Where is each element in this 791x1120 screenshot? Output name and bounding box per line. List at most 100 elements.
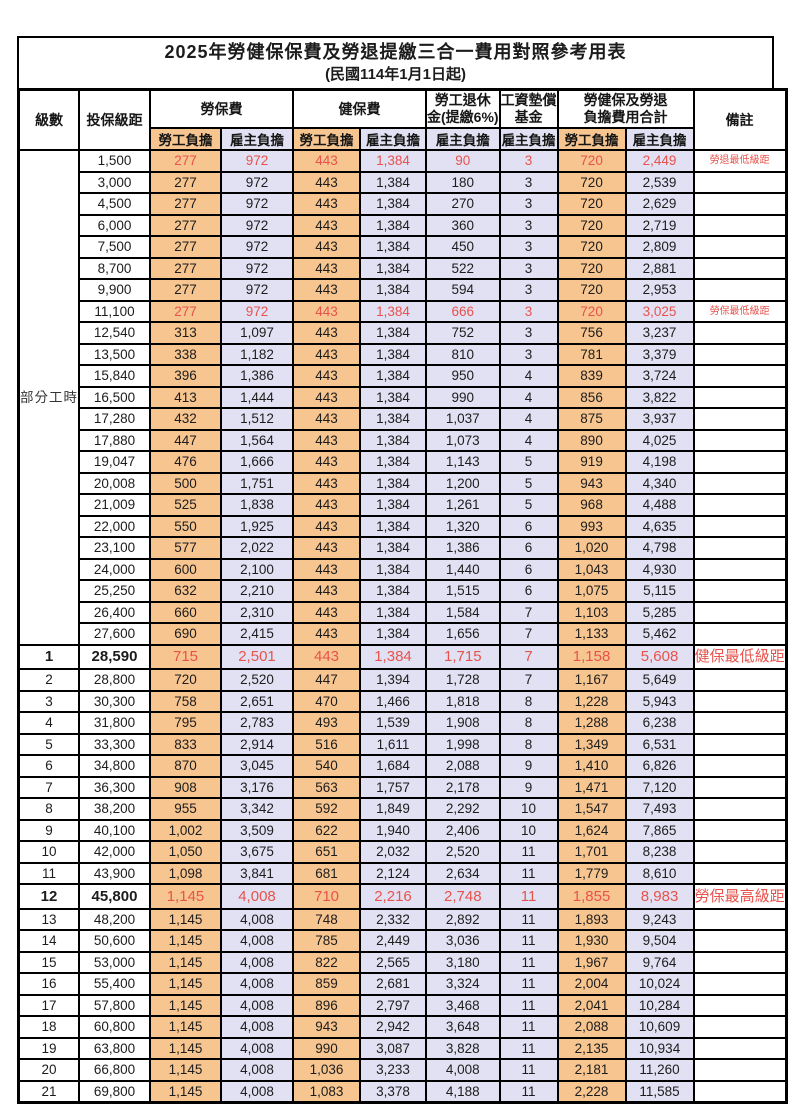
cell-salary-bracket: 9,900 <box>78 278 151 302</box>
table-row: 20,008 500 1,751 443 1,384 1,200 5 943 4,340 <box>19 471 788 495</box>
cell-health-employer: 1,384 <box>359 299 427 323</box>
cell-labor-employer: 1,444 <box>220 385 294 409</box>
table-row: 23,100 577 2,022 443 1,384 1,386 6 1,020 4,798 <box>19 536 788 560</box>
cell-labor-employee: 1,145 <box>149 972 222 996</box>
cell-remark <box>692 1015 788 1039</box>
cell-salary-bracket: 38,200 <box>78 797 151 821</box>
cell-health-employee: 443 <box>292 600 361 624</box>
cell-labor-employee: 1,145 <box>149 929 222 953</box>
table-row: 18 60,800 1,145 4,008 943 2,942 3,648 11 2,088 10… <box>17 1015 788 1039</box>
cell-total-employee: 1,020 <box>556 536 627 560</box>
cell-wage-fund-employer: 6 <box>498 557 559 581</box>
cell-labor-employer: 3,509 <box>220 818 294 842</box>
table-row: 16,500 413 1,444 443 1,384 990 4 856 3,822 <box>19 385 788 409</box>
cell-labor-employee: 1,145 <box>149 950 222 974</box>
subheader-pension-employer-burden: 雇主負擔 <box>425 127 501 151</box>
cell-wage-fund-employer: 11 <box>498 1058 559 1082</box>
cell-labor-employee: 525 <box>149 493 222 517</box>
cell-remark <box>692 668 788 692</box>
cell-total-employer: 4,025 <box>624 428 695 452</box>
cell-remark <box>692 342 788 366</box>
cell-health-employer: 2,942 <box>359 1015 427 1039</box>
cell-health-employer: 3,378 <box>359 1079 427 1104</box>
cell-remark <box>692 321 788 345</box>
cell-total-employer: 8,983 <box>624 883 695 910</box>
cell-total-employee: 2,181 <box>556 1058 627 1082</box>
cell-labor-employer: 2,310 <box>220 600 294 624</box>
cell-level: 21 <box>17 1079 80 1104</box>
cell-health-employee: 493 <box>292 711 361 735</box>
cell-health-employer: 1,384 <box>359 321 427 345</box>
table-row: 17,280 432 1,512 443 1,384 1,037 4 875 3,937 <box>19 407 788 431</box>
cell-labor-employee: 500 <box>149 471 222 495</box>
cell-pension-employer: 2,406 <box>425 818 501 842</box>
table-row: 11 43,900 1,098 3,841 681 2,124 2,634 11 1,779 8,… <box>17 861 788 885</box>
cell-wage-fund-employer: 11 <box>498 972 559 996</box>
cell-labor-employee: 870 <box>149 754 222 778</box>
cell-health-employee: 710 <box>292 883 361 910</box>
cell-remark <box>692 514 788 538</box>
cell-pension-employer: 810 <box>425 342 501 366</box>
cell-level: 11 <box>17 861 80 885</box>
cell-total-employee: 2,088 <box>556 1015 627 1039</box>
table-row: 3 30,300 758 2,651 470 1,466 1,818 8 1,228 5,943 <box>17 689 788 713</box>
cell-wage-fund-employer: 4 <box>498 428 559 452</box>
col-header-labor-pension: 勞工退休 金(提繳6%) <box>425 88 501 129</box>
cell-wage-fund-employer: 3 <box>498 256 559 280</box>
table-row: 部分工時 1,500 277 972 443 1,384 90 3 720 2,449 勞退最低級距 <box>17 149 788 646</box>
cell-health-employee: 785 <box>292 929 361 953</box>
cell-labor-employer: 2,022 <box>220 536 294 560</box>
cell-wage-fund-employer: 3 <box>498 149 559 173</box>
cell-salary-bracket: 17,280 <box>78 407 151 431</box>
cell-labor-employer: 3,675 <box>220 840 294 864</box>
cell-remark <box>692 797 788 821</box>
table-row: 16 55,400 1,145 4,008 859 2,681 3,324 11 2,004 10… <box>17 972 788 996</box>
table-row: 4,500 277 972 443 1,384 270 3 720 2,629 <box>19 192 788 216</box>
cell-total-employee: 781 <box>556 342 627 366</box>
cell-labor-employee: 1,002 <box>149 818 222 842</box>
table-row: 10 42,000 1,050 3,675 651 2,032 2,520 11 1,701 8,… <box>17 840 788 864</box>
cell-health-employer: 1,384 <box>359 192 427 216</box>
subheader-total-employee-burden: 勞工負擔 <box>556 127 627 151</box>
cell-pension-employer: 1,908 <box>425 711 501 735</box>
cell-pension-employer: 1,037 <box>425 407 501 431</box>
cell-pension-employer: 3,180 <box>425 950 501 974</box>
cell-remark <box>692 450 788 474</box>
cell-salary-bracket: 12,540 <box>78 321 151 345</box>
cell-total-employer: 8,238 <box>624 840 695 864</box>
cell-pension-employer: 3,648 <box>425 1015 501 1039</box>
cell-labor-employee: 1,145 <box>149 883 222 910</box>
cell-total-employee: 943 <box>556 471 627 495</box>
cell-labor-employer: 4,008 <box>220 972 294 996</box>
cell-remark <box>692 235 788 259</box>
cell-total-employee: 1,855 <box>556 883 627 910</box>
cell-wage-fund-employer: 6 <box>498 536 559 560</box>
cell-total-employee: 1,228 <box>556 689 627 713</box>
cell-labor-employer: 4,008 <box>220 1079 294 1104</box>
cell-level: 14 <box>17 929 80 953</box>
cell-labor-employee: 1,145 <box>149 1015 222 1039</box>
cell-level: 15 <box>17 950 80 974</box>
cell-remark <box>692 213 788 237</box>
cell-remark: 健保最低級距 <box>692 643 788 670</box>
cell-salary-bracket: 4,500 <box>78 192 151 216</box>
cell-level: 19 <box>17 1036 80 1060</box>
cell-total-employee: 1,158 <box>556 643 627 670</box>
cell-total-employee: 919 <box>556 450 627 474</box>
cell-total-employer: 4,798 <box>624 536 695 560</box>
cell-salary-bracket: 20,008 <box>78 471 151 495</box>
cell-total-employer: 2,539 <box>624 170 695 194</box>
cell-health-employee: 859 <box>292 972 361 996</box>
cell-labor-employee: 396 <box>149 364 222 388</box>
cell-total-employer: 3,379 <box>624 342 695 366</box>
cell-total-employee: 890 <box>556 428 627 452</box>
cell-remark <box>692 993 788 1017</box>
cell-wage-fund-employer: 3 <box>498 278 559 302</box>
cell-health-employer: 2,681 <box>359 972 427 996</box>
cell-remark <box>692 840 788 864</box>
cell-total-employer: 3,937 <box>624 407 695 431</box>
cell-labor-employee: 758 <box>149 689 222 713</box>
cell-health-employee: 443 <box>292 149 361 173</box>
header-row-groups: 級數 投保級距 勞保費 健保費 勞工退休 金(提繳6%) 工資墊償 基金 勞健保… <box>17 88 788 151</box>
cell-health-employer: 1,384 <box>359 622 427 646</box>
